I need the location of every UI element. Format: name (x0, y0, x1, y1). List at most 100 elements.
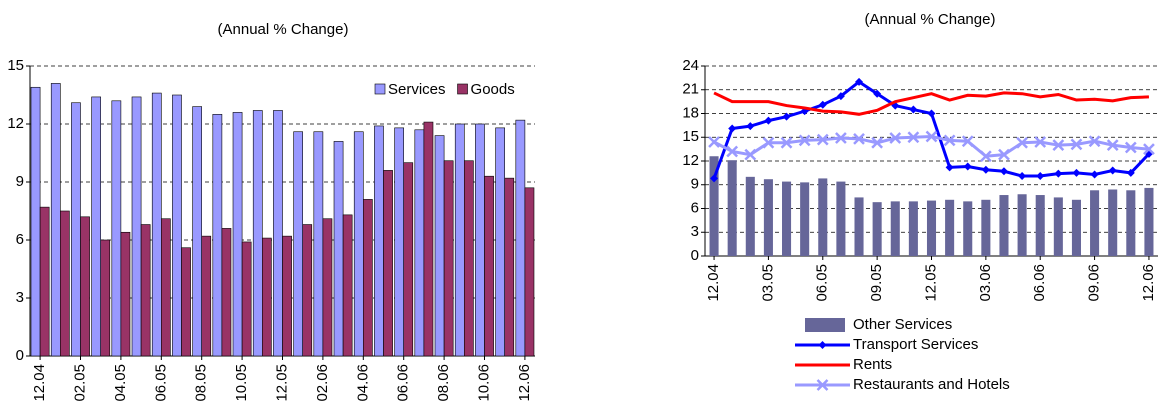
marker (744, 148, 757, 161)
marker (871, 136, 884, 149)
y-tick-label: 18 (682, 104, 699, 121)
legend-swatch (805, 318, 845, 332)
bar (252, 110, 263, 357)
marker (998, 148, 1010, 161)
bar (423, 121, 434, 357)
bar (282, 235, 292, 357)
marker (726, 145, 739, 158)
marker (979, 150, 992, 163)
bar (727, 160, 737, 256)
marker (816, 379, 829, 391)
bar (475, 123, 485, 357)
bar (50, 83, 61, 357)
bar (908, 201, 918, 256)
bar (999, 195, 1009, 256)
marker (782, 112, 791, 121)
y-tick-label: 24 (682, 57, 699, 74)
marker (1036, 172, 1045, 181)
chart: (Annual % Change) 0 3 6 9 12 15 12.04 02.05 04.05… (7, 21, 535, 402)
marker (961, 135, 974, 148)
bar (981, 199, 991, 256)
bar (333, 141, 344, 357)
bar (782, 181, 792, 256)
bar (1144, 187, 1154, 256)
marker (1070, 138, 1083, 151)
x-tick-label: 04.05 (112, 364, 129, 402)
bar (434, 135, 445, 357)
y-tick-label: 12 (7, 115, 24, 132)
marker (943, 134, 956, 147)
bar (241, 241, 252, 357)
bar (362, 199, 373, 357)
bar (353, 131, 364, 357)
bar (504, 177, 515, 357)
bar (926, 200, 937, 256)
x-tick-label: 06.06 (395, 364, 412, 402)
bar (515, 119, 526, 357)
marker (1018, 172, 1027, 181)
bar (524, 187, 535, 357)
bar (221, 228, 232, 357)
bar (800, 182, 810, 256)
marker (818, 100, 827, 109)
marker (855, 77, 864, 86)
x-tick-label: 12.06 (516, 364, 533, 402)
bar (313, 131, 324, 357)
marker (1143, 143, 1155, 156)
bar (172, 94, 182, 357)
bar (414, 129, 425, 357)
y-tick-label: 12 (682, 152, 699, 169)
bar (192, 106, 203, 357)
marker (798, 134, 811, 147)
bar (232, 112, 243, 357)
y-tick-label: 3 (16, 289, 24, 306)
marker (1088, 135, 1101, 148)
y-tick-label: 3 (691, 223, 699, 240)
bar (111, 100, 122, 357)
marker (1126, 168, 1135, 177)
marker (873, 89, 882, 98)
marker (853, 132, 865, 145)
marker (836, 92, 845, 101)
x-tick-label: 12.04 (705, 264, 722, 302)
bar (872, 202, 882, 256)
marker (963, 162, 972, 171)
bar (120, 231, 131, 357)
bar (140, 224, 151, 357)
marker (764, 116, 773, 125)
bar (745, 176, 755, 256)
marker (816, 133, 829, 146)
marker (1106, 139, 1119, 152)
marker (710, 174, 719, 183)
bar (394, 127, 404, 357)
legend-label: Transport Services (853, 336, 978, 353)
x-tick-label: 09.06 (1086, 264, 1103, 302)
bar (39, 206, 50, 357)
legend-box (372, 78, 535, 102)
marker (762, 136, 775, 149)
chart-title: (Annual % Change) (218, 21, 349, 38)
y-tick-label: 0 (691, 247, 699, 264)
bar (293, 131, 303, 357)
y-tick-label: 21 (682, 81, 699, 98)
bar (30, 86, 41, 357)
x-tick-label: 02.06 (314, 364, 331, 402)
bar (1017, 194, 1027, 256)
marker (1090, 170, 1099, 179)
line (713, 91, 1150, 116)
y-tick-label: 9 (16, 173, 24, 190)
x-tick-label: 02.05 (71, 364, 88, 402)
marker (945, 163, 954, 172)
x-tick-label: 12.04 (31, 364, 48, 402)
bar (161, 218, 171, 357)
x-tick-label: 08.06 (435, 364, 452, 402)
bar (454, 123, 465, 357)
marker (907, 131, 920, 144)
y-tick-label: 15 (7, 57, 24, 74)
bar (212, 114, 223, 357)
bar (100, 239, 111, 357)
bar (383, 170, 393, 357)
legend-label: Goods (471, 81, 515, 98)
bar (443, 160, 454, 357)
bar (261, 237, 272, 357)
